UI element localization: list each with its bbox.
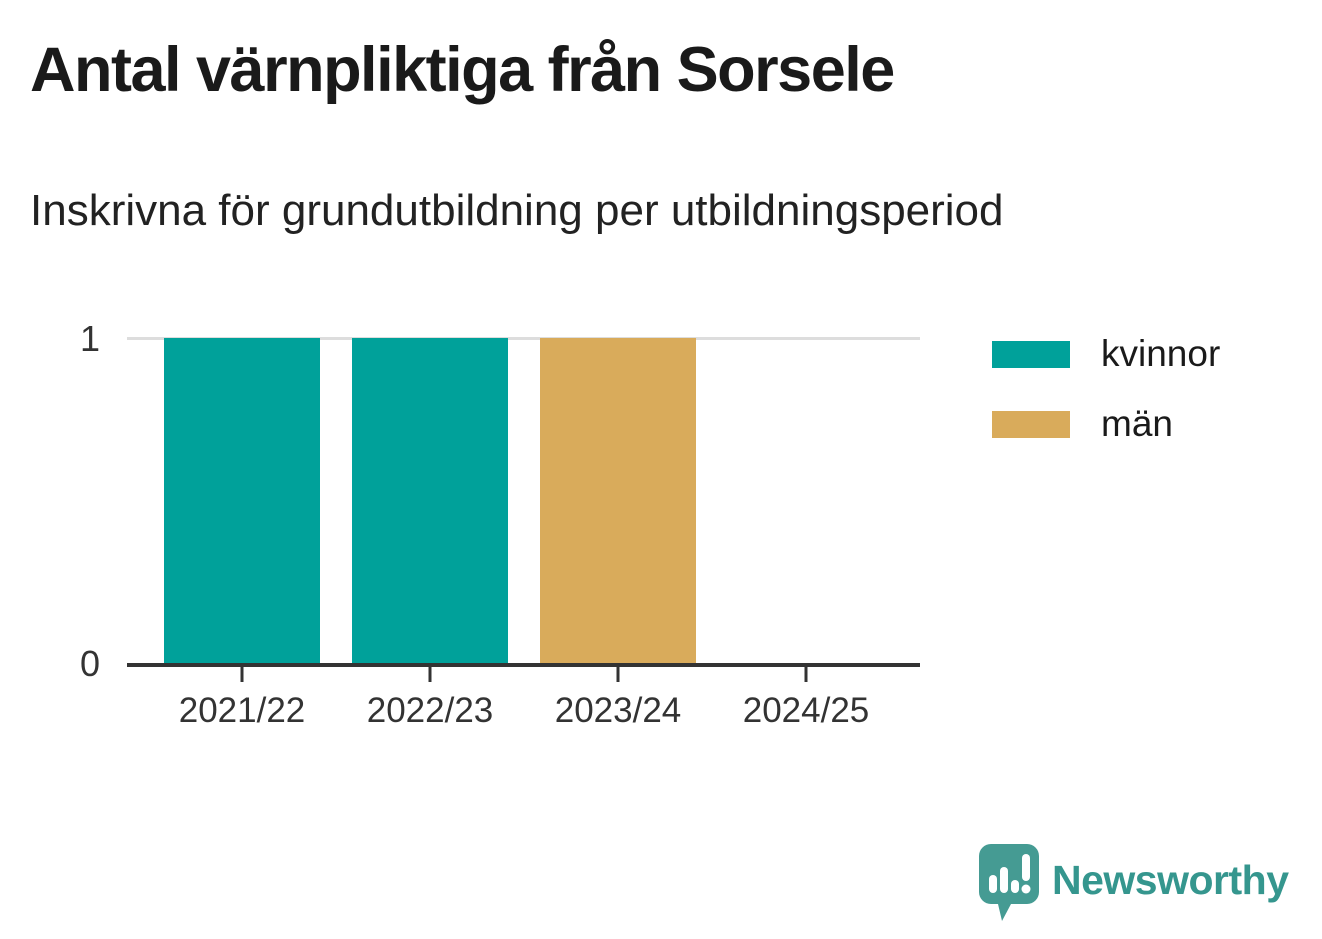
newsworthy-wordmark: Newsworthy [1052, 856, 1289, 903]
chart-title: Antal värnpliktiga från Sorsele [30, 35, 895, 105]
category-slot-2022/23: 2022/23 [336, 338, 524, 730]
legend-label-kvinnor: kvinnor [1101, 333, 1221, 374]
y-tick-label-1: 1 [79, 318, 100, 359]
bar-män-2023/24 [540, 338, 696, 663]
x-tick-label-2021/22: 2021/22 [178, 691, 306, 730]
legend-label-män: män [1101, 403, 1173, 444]
bar-kvinnor-2021/22 [164, 338, 320, 663]
x-tick-mark-2022/23 [428, 667, 432, 682]
gridline-y-1 [127, 337, 920, 340]
bar-stack-2022/23 [352, 338, 508, 663]
legend-swatch-män [992, 410, 1070, 438]
category-slot-2021/22: 2021/22 [148, 338, 336, 730]
bar-bands: 2021/22 2022/23 2023/24 2024/25 [148, 338, 900, 730]
x-tick-label-2023/24: 2023/24 [554, 691, 682, 730]
legend-item-män: män [992, 403, 1220, 445]
category-slot-2023/24: 2023/24 [524, 338, 712, 730]
x-tick-mark-2021/22 [240, 667, 244, 682]
legend-item-kvinnor: kvinnor [992, 333, 1220, 375]
x-tick-mark-2023/24 [616, 667, 620, 682]
x-tick-label-2022/23: 2022/23 [366, 691, 494, 730]
newsworthy-logo: Newsworthy [978, 843, 1289, 925]
bar-kvinnor-2022/23 [352, 338, 508, 663]
category-slot-2024/25: 2024/25 [712, 338, 900, 730]
chart-subtitle: Inskrivna för grundutbildning per utbild… [30, 186, 1004, 235]
legend-swatch-kvinnor [992, 340, 1070, 368]
plot-area: 2021/22 2022/23 2023/24 2024/25 [127, 337, 920, 730]
bar-stack-2023/24 [540, 338, 696, 663]
legend: kvinnor män [992, 333, 1220, 473]
newsworthy-speech-bubble-chart-icon [979, 844, 1039, 921]
x-tick-label-2024/25: 2024/25 [742, 691, 870, 730]
x-tick-mark-2024/25 [804, 667, 808, 682]
y-tick-label-0: 0 [79, 643, 100, 684]
x-axis-line [127, 663, 920, 667]
bar-stack-2021/22 [164, 338, 320, 663]
